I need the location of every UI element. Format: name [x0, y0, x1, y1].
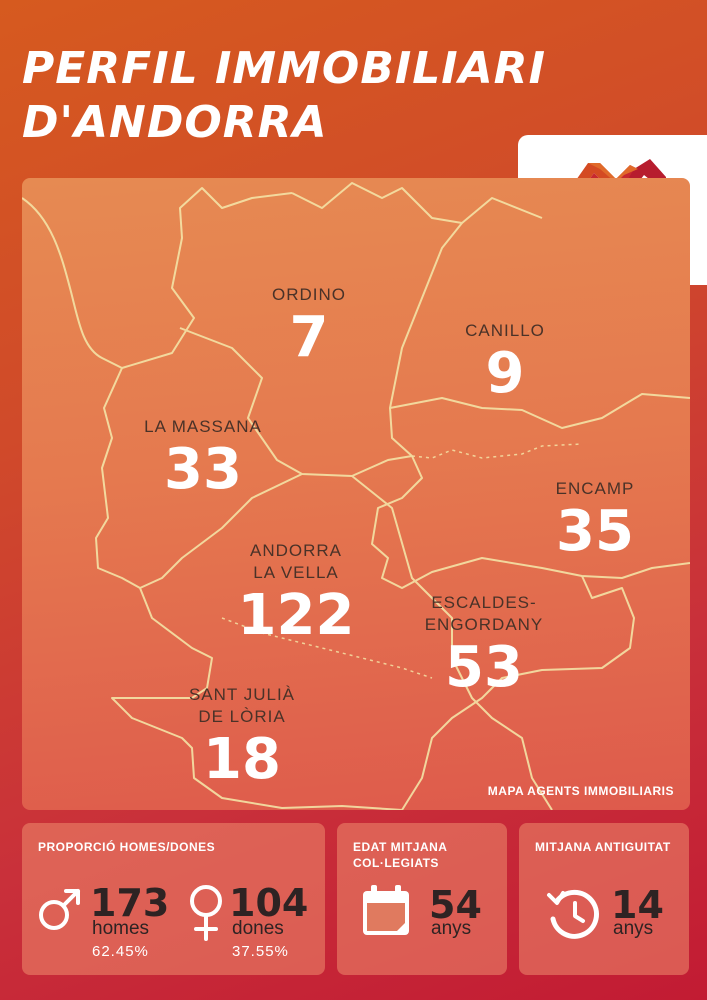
average-seniority-card: MITJANA ANTIGUITAT 14 anys: [519, 823, 689, 975]
parish-name: ANDORRA: [249, 541, 342, 560]
parish-ordino: ORDINO 7: [240, 284, 378, 370]
card-label: MITJANA ANTIGUITAT: [535, 840, 671, 854]
average-seniority-value: 14: [611, 883, 664, 927]
parish-name: LA VELLA: [253, 563, 339, 582]
parish-name: ENCAMP: [555, 479, 635, 498]
card-label: EDAT MITJANA COL·LEGIATS: [353, 839, 447, 871]
parish-count: 33: [164, 437, 242, 502]
women-percentage: 37.55%: [232, 943, 289, 960]
male-symbol-icon: [39, 889, 80, 930]
parish-name: DE LÒRIA: [198, 707, 286, 726]
average-seniority-unit: anys: [613, 918, 654, 939]
map-caption: MAPA AGENTS IMMOBILIARIS: [487, 784, 674, 798]
parish-count: 122: [237, 583, 355, 648]
page-title-line2: D'ANDORRA: [22, 97, 328, 148]
female-symbol-icon: [190, 885, 222, 941]
parish-name: CANILLO: [465, 321, 545, 340]
parish-name: ESCALDES-: [431, 593, 537, 612]
page-title: PERFIL IMMOBILIARI D'ANDORRA: [22, 42, 546, 150]
parish-count: 35: [556, 499, 634, 564]
women-unit: dones: [232, 918, 284, 939]
parish-name: ENGORDANY: [424, 615, 544, 634]
parish-count: 18: [203, 727, 281, 792]
page-title-line1: PERFIL IMMOBILIARI: [22, 43, 546, 94]
parish-count: 53: [445, 635, 523, 700]
parish-count: 9: [485, 341, 525, 406]
parish-escaldes-engordany: ESCALDES- ENGORDANY 53: [414, 592, 554, 700]
women-count: 104: [229, 881, 309, 925]
parish-map: ORDINO 7 CANILLO 9 LA MASSANA 33 ENCAMP …: [22, 178, 690, 810]
card-label-line2: COL·LEGIATS: [353, 856, 439, 870]
parish-count: 7: [289, 305, 329, 370]
card-label: PROPORCIÓ HOMES/DONES: [38, 840, 216, 854]
men-count: 173: [90, 881, 170, 925]
parish-la-massana: LA MASSANA 33: [128, 416, 278, 502]
map-borders: [22, 182, 690, 810]
parish-encamp: ENCAMP 35: [528, 478, 662, 564]
calendar-icon: [363, 885, 409, 935]
men-unit: homes: [92, 918, 150, 939]
parish-name: ORDINO: [272, 285, 346, 304]
average-age-value: 54: [429, 883, 482, 927]
parish-andorra-la-vella: ANDORRA LA VELLA 122: [222, 540, 370, 648]
parish-canillo: CANILLO 9: [435, 320, 575, 406]
gender-ratio-card: PROPORCIÓ HOMES/DONES 173 homes 62.45% 1…: [22, 823, 325, 975]
card-label-line1: EDAT MITJANA: [353, 840, 448, 854]
history-clock-icon: [547, 889, 599, 939]
parish-name: LA MASSANA: [144, 417, 262, 436]
men-percentage: 62.45%: [92, 943, 149, 960]
parish-sant-julia-de-loria: SANT JULIÀ DE LÒRIA 18: [172, 684, 312, 792]
parish-name: SANT JULIÀ: [188, 685, 296, 704]
average-age-unit: anys: [431, 918, 472, 939]
average-age-card: EDAT MITJANA COL·LEGIATS 54 anys: [337, 823, 507, 975]
